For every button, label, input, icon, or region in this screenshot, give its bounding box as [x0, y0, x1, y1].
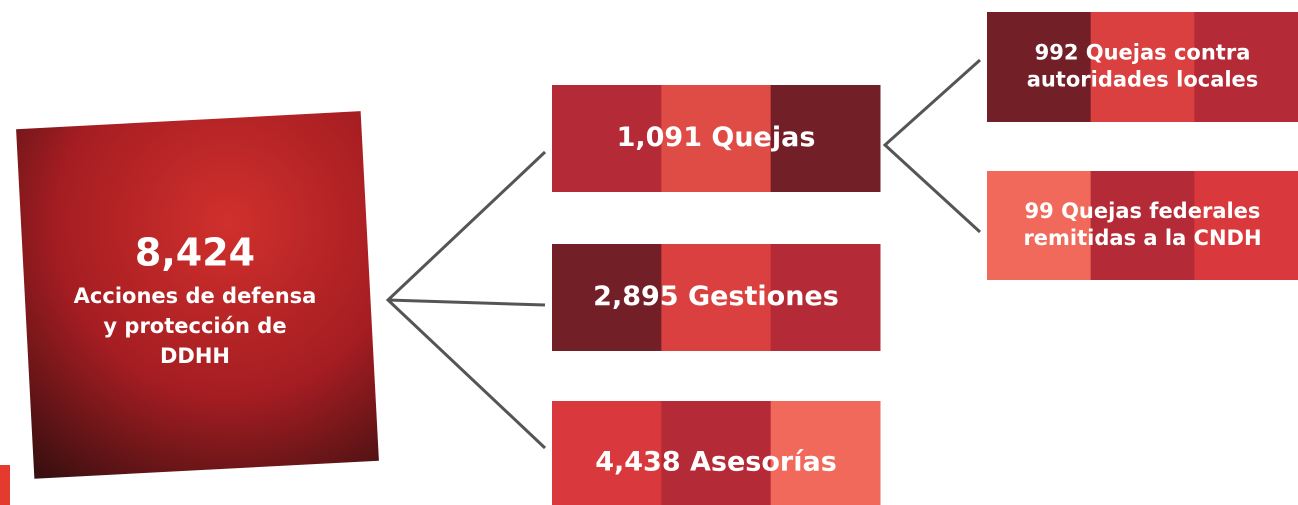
stripe — [987, 12, 1092, 122]
stripe — [1090, 12, 1195, 122]
node: 1,091 Quejas — [552, 85, 881, 192]
stripe — [552, 85, 662, 192]
stripe — [552, 401, 662, 505]
root-label: Acciones de defensa — [74, 284, 317, 308]
stripe — [1194, 171, 1298, 280]
stripe — [1194, 12, 1298, 122]
root-square — [16, 111, 379, 479]
root-label: DDHH — [160, 344, 230, 368]
node: 4,438 Asesorías — [552, 401, 881, 505]
node: 992 Quejas contra autoridades locales — [987, 12, 1298, 122]
stripe — [770, 244, 881, 351]
node-label: 99 Quejas federales — [1025, 199, 1261, 223]
connector — [882, 58, 982, 234]
root-value: 8,424 — [135, 231, 255, 275]
node-label: autoridades locales — [1027, 68, 1259, 92]
nodes: 1,091 Quejas 2,895 Gestiones 4,438 Asesorí… — [552, 12, 1298, 505]
root-text: 8,424 Acciones de defensa y protección de D… — [74, 231, 317, 369]
node-label: 992 Quejas contra — [1035, 40, 1251, 64]
stripe — [661, 244, 772, 351]
stripe — [1090, 171, 1195, 280]
connector — [387, 298, 546, 307]
stripe — [552, 244, 662, 351]
node-label: remitidas a la CNDH — [1023, 226, 1261, 250]
connectors — [385, 58, 982, 450]
stripe — [987, 171, 1092, 280]
accent — [0, 465, 10, 505]
root-box — [16, 111, 379, 479]
stripe — [770, 85, 881, 192]
node-label: 4,438 Asesorías — [595, 447, 837, 478]
stripe — [661, 401, 772, 505]
node-label: 1,091 Quejas — [617, 122, 816, 153]
stripe — [661, 85, 772, 192]
node: 99 Quejas federales remitidas a la CNDH — [987, 171, 1298, 280]
stripe — [770, 401, 881, 505]
node-label: 2,895 Gestiones — [593, 281, 839, 312]
root-label: y protección de — [103, 314, 286, 338]
node: 2,895 Gestiones — [552, 244, 881, 351]
